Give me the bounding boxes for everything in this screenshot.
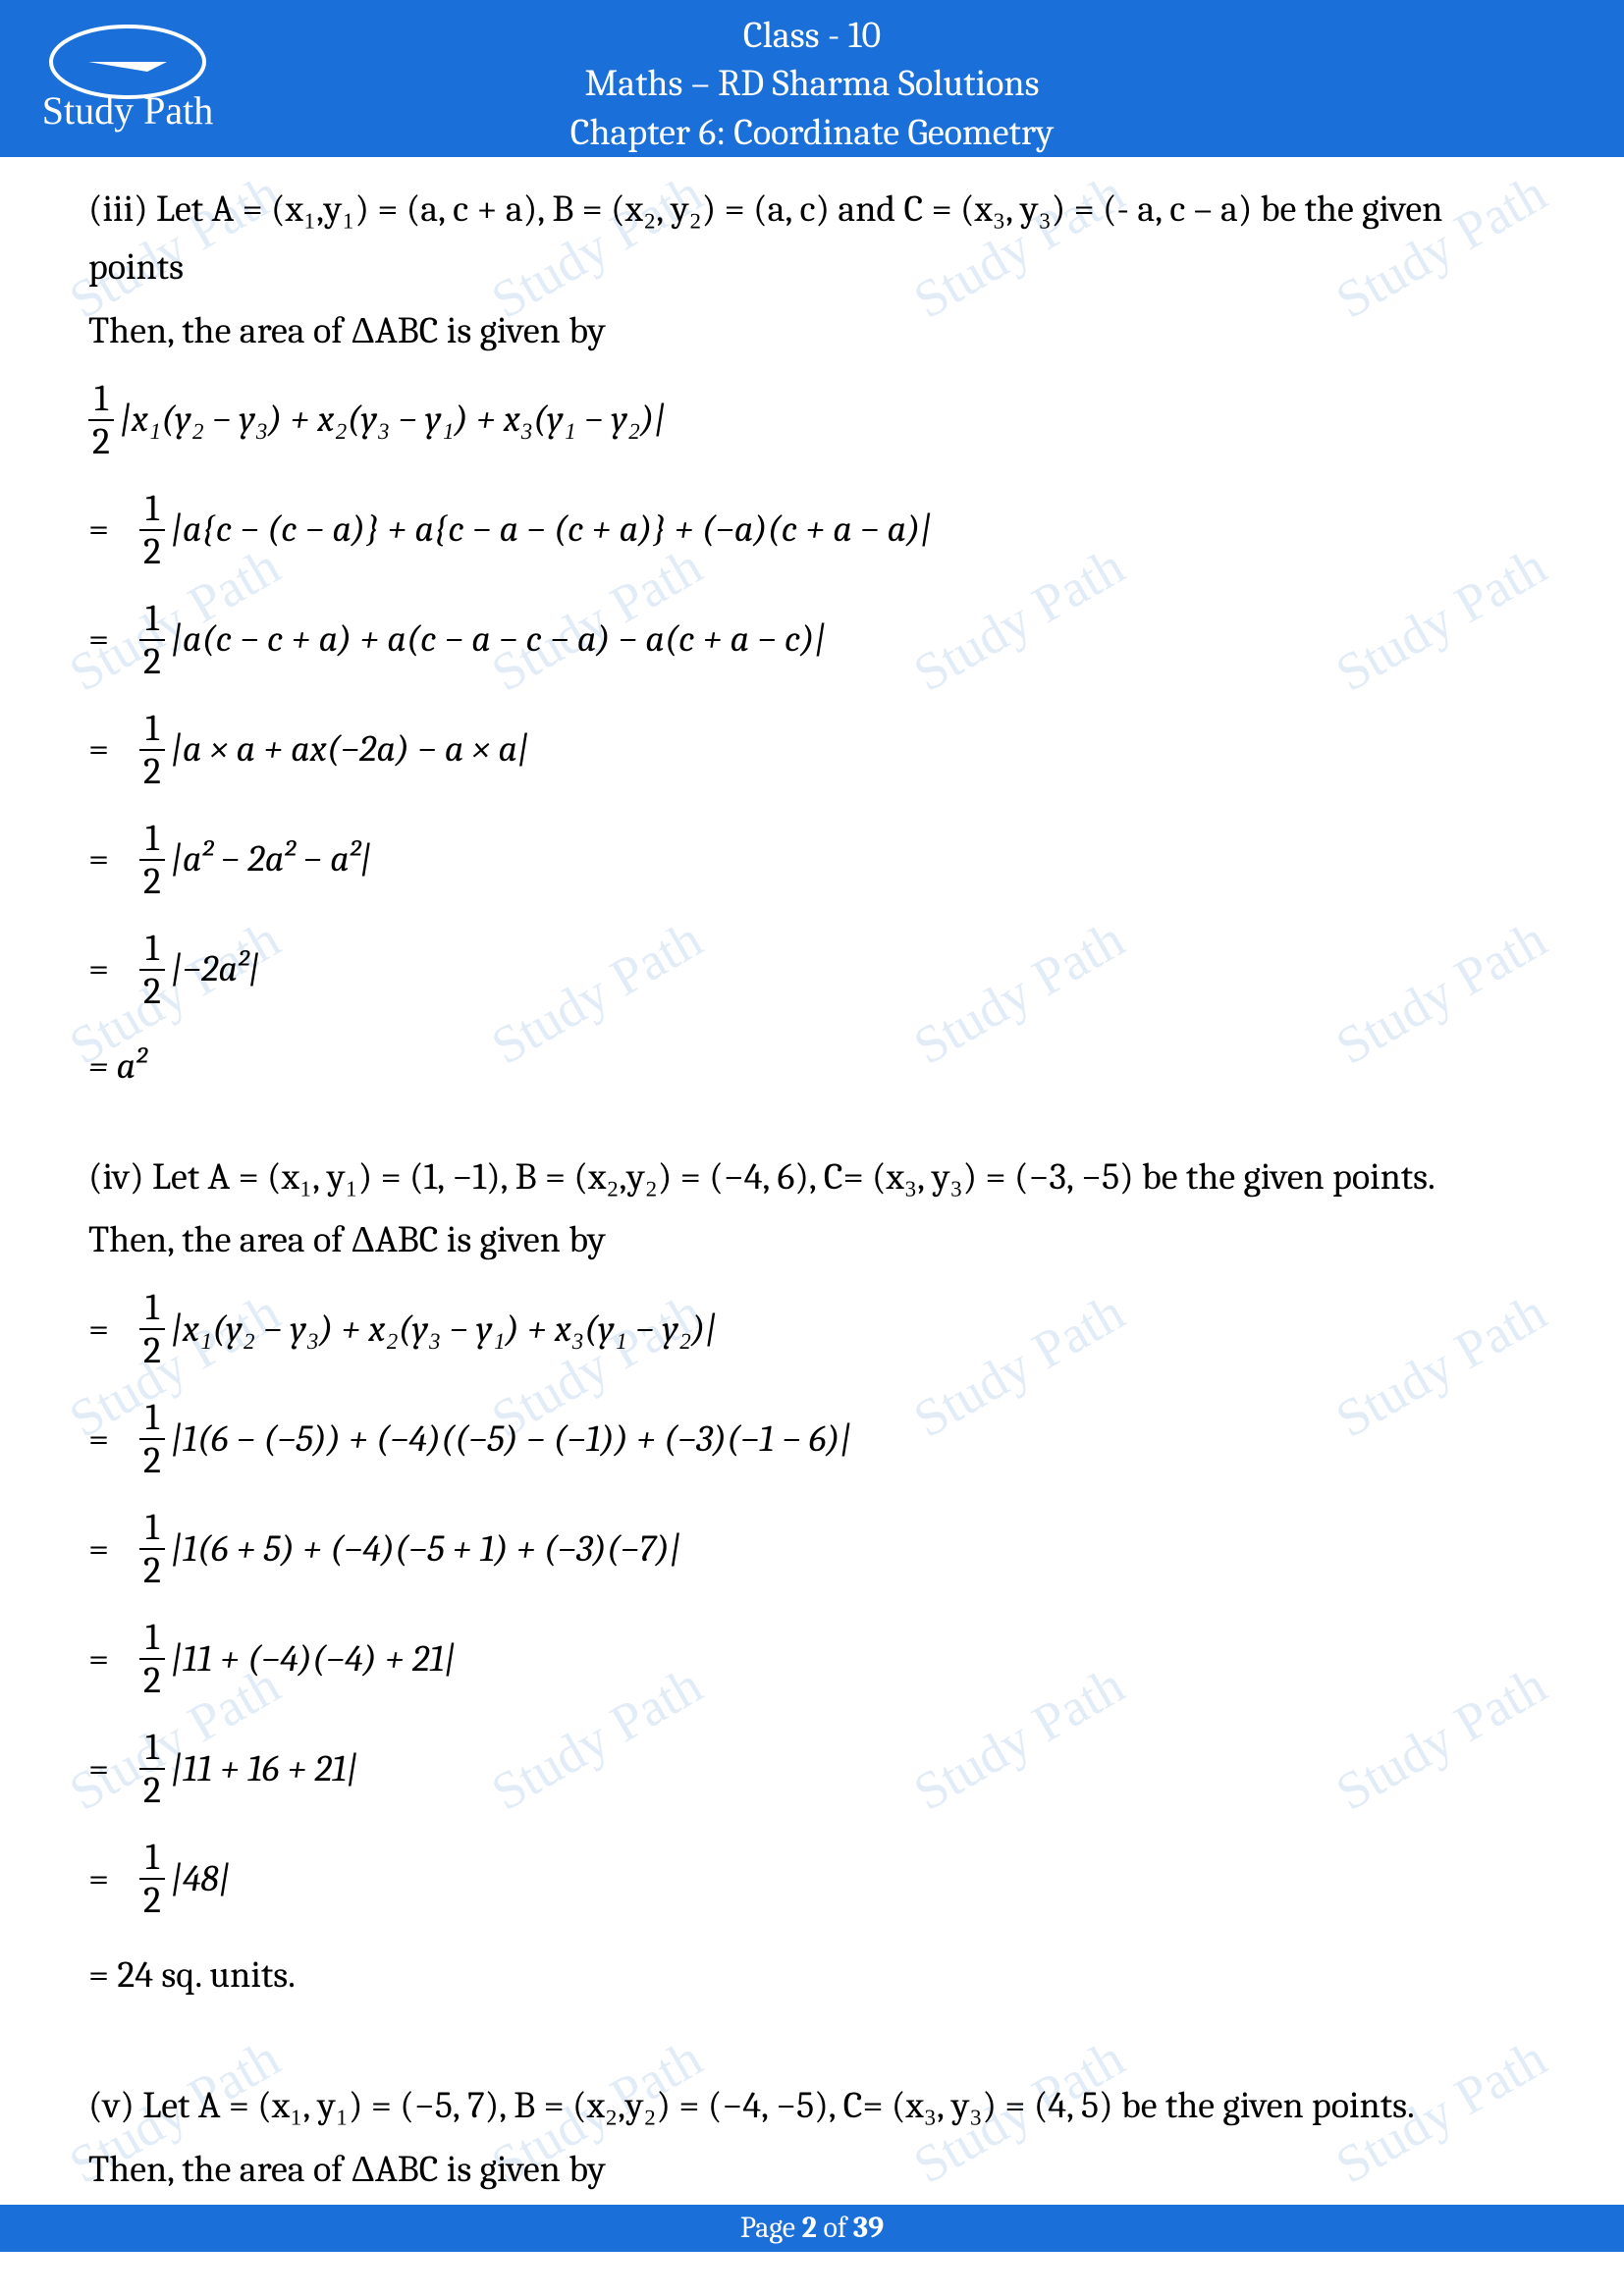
sec4-step: =12|11 + (−4)(−4) + 21| <box>88 1617 1536 1701</box>
sec3-intro: (iii) Let A = (x₁,y₁) = (a, c + a), B = … <box>88 181 1536 296</box>
page-content: (iii) Let A = (x₁,y₁) = (a, c + a), B = … <box>0 157 1624 2199</box>
header-subject: Maths – RD Sharma Solutions <box>0 60 1624 108</box>
sec3-step: =12|a × a + ax(−2a) − a × a| <box>88 708 1536 792</box>
logo-text: Study Path <box>42 88 213 133</box>
step-text: |a × a + ax(−2a) − a × a| <box>171 721 529 778</box>
sec4-step: =12|1(6 − (−5)) + (−4)((−5) − (−1)) + (−… <box>88 1397 1536 1481</box>
page-footer: Page 2 of 39 <box>0 2205 1624 2252</box>
sec4-step0: = 12 |x₁(y₂ − y₃) + x₂(y₃ − y₁) + x₃(y₁ … <box>88 1287 1536 1371</box>
footer-current: 2 <box>802 2211 817 2245</box>
header-class: Class - 10 <box>0 12 1624 60</box>
step-text: |x₁(y₂ − y₃) + x₂(y₃ − y₁) + x₃(y₁ − y₂)… <box>171 1301 717 1359</box>
sec5-then: Then, the area of ΔABC is given by <box>88 2141 1536 2199</box>
footer-prefix: Page <box>740 2211 802 2245</box>
page-header: Study Path Class - 10 Maths – RD Sharma … <box>0 0 1624 157</box>
sec4-result: = 24 sq. units. <box>88 1947 1536 2004</box>
sec3-step: =12|a² − 2a² − a²| <box>88 818 1536 902</box>
sec4-step: =12|1(6 + 5) + (−4)(−5 + 1) + (−3)(−7)| <box>88 1507 1536 1591</box>
step-text: |−2a²| <box>171 940 260 998</box>
sec3-result: = a² <box>88 1038 1536 1095</box>
formula-text: |x₁(y₂ − y₃) + x₂(y₃ − y₁) + x₃(y₁ − y₂)… <box>120 391 666 449</box>
header-chapter: Chapter 6: Coordinate Geometry <box>0 109 1624 157</box>
step-text: |a² − 2a² − a²| <box>171 830 372 888</box>
step-text: |1(6 − (−5)) + (−4)((−5) − (−1)) + (−3)(… <box>171 1411 852 1468</box>
sec4-step: =12|11 + 16 + 21| <box>88 1727 1536 1811</box>
sec3-formula: 12 |x₁(y₂ − y₃) + x₂(y₃ − y₁) + x₃(y₁ − … <box>88 378 1536 462</box>
step-text: |11 + 16 + 21| <box>171 1740 358 1798</box>
logo: Study Path <box>29 18 226 135</box>
footer-total: 39 <box>853 2211 884 2245</box>
sec3-step: =12|−2a²| <box>88 928 1536 1012</box>
sec3-step: =12|a(c − c + a) + a(c − a − c − a) − a(… <box>88 598 1536 682</box>
sec5-intro: (v) Let A = (x₁, y₁) = (−5, 7), B = (x₂,… <box>88 2077 1536 2135</box>
step-text: |a{c − (c − a)} + a{c − a − (c + a)} + (… <box>171 501 932 559</box>
sec3-then: Then, the area of ΔABC is given by <box>88 302 1536 360</box>
step-text: |48| <box>171 1850 231 1908</box>
step-text: |a(c − c + a) + a(c − a − c − a) − a(c +… <box>171 611 827 668</box>
step-text: |11 + (−4)(−4) + 21| <box>171 1630 456 1688</box>
sec4-step: =12|48| <box>88 1837 1536 1921</box>
sec4-intro: (iv) Let A = (x₁, y₁) = (1, −1), B = (x₂… <box>88 1148 1536 1206</box>
sec3-step: =12|a{c − (c − a)} + a{c − a − (c + a)} … <box>88 488 1536 572</box>
sec4-then: Then, the area of ΔABC is given by <box>88 1211 1536 1269</box>
step-text: |1(6 + 5) + (−4)(−5 + 1) + (−3)(−7)| <box>171 1521 681 1578</box>
footer-middle: of <box>817 2211 853 2245</box>
